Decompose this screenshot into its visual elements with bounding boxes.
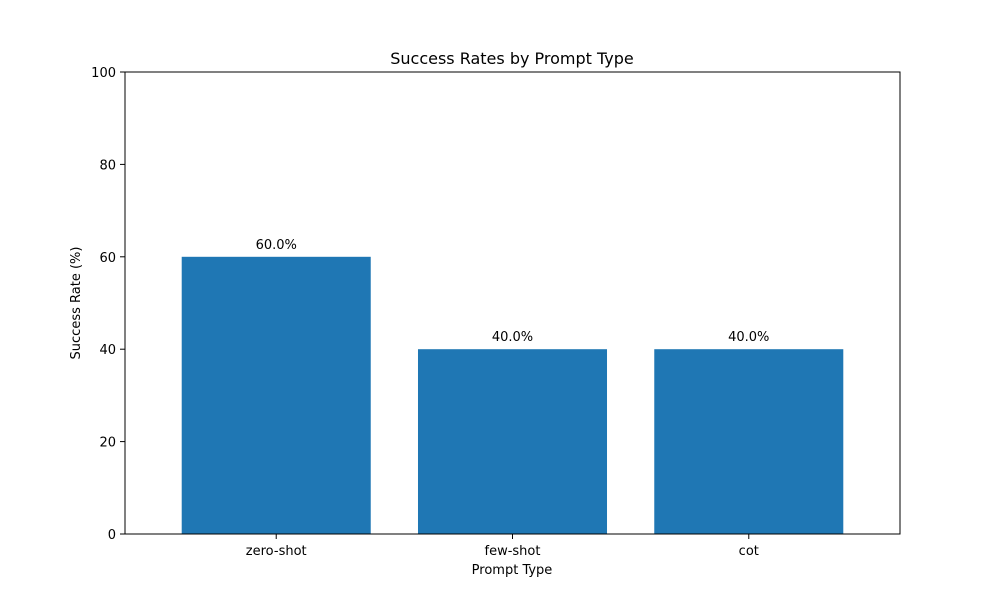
y-tick-label: 40 [99,343,116,358]
bar-cot [654,349,844,534]
data-label-zero-shot: 60.0% [256,238,297,253]
x-tick-label-cot: cot [739,544,759,559]
y-tick-label: 0 [108,528,116,543]
x-tick-label-few-shot: few-shot [485,544,541,559]
y-tick-label: 20 [99,436,116,451]
y-axis-ticks: 0 20 40 60 80 100 [91,66,125,543]
data-label-few-shot: 40.0% [492,330,533,345]
bar-zero-shot [181,256,371,534]
x-axis-ticks: zero-shot few-shot cot [246,534,759,559]
plot-frame [124,71,901,535]
y-tick-label: 100 [91,66,116,81]
bar-few-shot [417,349,608,534]
y-tick-label: 60 [99,251,116,266]
y-tick-label: 80 [99,158,116,173]
data-label-cot: 40.0% [728,330,769,345]
chart-title: Success Rates by Prompt Type [390,49,634,68]
bars-group: 60.0% 40.0% 40.0% [181,238,844,534]
x-axis-label: Prompt Type [472,563,553,578]
x-tick-label-zero-shot: zero-shot [246,544,307,559]
y-axis-label: Success Rate (%) [69,247,84,360]
